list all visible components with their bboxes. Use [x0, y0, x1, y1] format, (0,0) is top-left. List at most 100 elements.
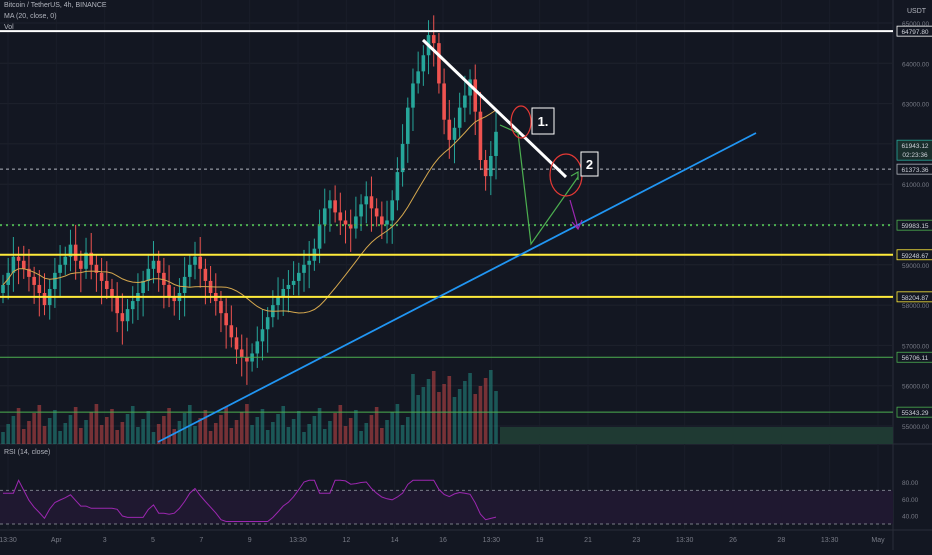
- volume-bar: [172, 429, 177, 444]
- candle-body: [421, 55, 426, 72]
- ascending-trendline: [157, 132, 757, 443]
- volume-bar: [250, 425, 254, 444]
- price-tick-label: 55000.00: [902, 424, 929, 431]
- volume-bar: [354, 410, 358, 444]
- volume-bar: [291, 419, 296, 444]
- candle-body: [385, 220, 389, 225]
- candle-body: [239, 349, 244, 358]
- candle-body: [447, 119, 452, 140]
- time-tick-label: Apr: [51, 537, 63, 544]
- volume-bar: [281, 406, 286, 444]
- candle-body: [156, 260, 161, 273]
- volume-bar: [385, 420, 389, 444]
- volume-bar: [136, 427, 140, 444]
- volume-bar: [6, 424, 10, 444]
- volume-bar: [452, 397, 457, 444]
- volume-bar: [177, 421, 182, 444]
- candle-body: [115, 297, 119, 314]
- time-tick-label: 3: [103, 537, 107, 544]
- candle-body: [452, 127, 457, 140]
- volume-bar: [213, 423, 218, 444]
- last-price-box: [896, 139, 932, 161]
- candle-body: [73, 244, 78, 261]
- candle-body: [276, 297, 280, 306]
- currency-label: USDT: [907, 8, 927, 15]
- candle-body: [172, 297, 177, 302]
- volume-bar: [89, 412, 94, 444]
- level-label-box: [896, 25, 932, 37]
- rsi-band: [0, 490, 893, 524]
- volume-bar: [239, 412, 244, 444]
- volume-bar: [229, 428, 234, 444]
- volume-bar: [416, 395, 420, 444]
- candle-body: [42, 293, 47, 306]
- candle-body: [37, 284, 42, 294]
- volume-bar: [307, 424, 311, 444]
- time-tick-label: 16: [439, 537, 447, 544]
- time-tick-label: 26: [729, 537, 737, 544]
- volume-bar: [271, 422, 275, 444]
- candle-body: [27, 268, 31, 277]
- candle-body: [437, 43, 441, 84]
- volume-bar: [167, 408, 171, 444]
- volume-bar: [146, 411, 151, 444]
- level-label-box: [896, 219, 932, 231]
- time-tick-label: 13:30: [821, 537, 839, 544]
- candle-body: [322, 208, 327, 225]
- candle-body: [359, 204, 363, 217]
- volume-bar: [245, 404, 249, 444]
- annotation-label-2: 2: [586, 157, 593, 172]
- candle-body: [390, 200, 395, 221]
- volume-bar: [110, 409, 114, 444]
- volume-bar: [364, 423, 369, 444]
- volume-bar: [68, 415, 73, 444]
- candle-body: [395, 172, 400, 201]
- volume-bar: [302, 432, 306, 444]
- volume-bar: [426, 379, 431, 444]
- annotation-box-1: [531, 107, 555, 135]
- candle-body: [411, 83, 415, 108]
- candle-body: [63, 256, 68, 265]
- volume-bar: [328, 421, 332, 444]
- candle-body: [245, 357, 249, 362]
- volume-bar: [224, 407, 228, 444]
- time-tick-label: 9: [248, 537, 252, 544]
- rsi-tick-label: 80.00: [902, 480, 919, 487]
- volume-bar: [193, 426, 197, 444]
- candle-body: [219, 301, 223, 314]
- candle-body: [104, 280, 109, 289]
- time-tick-label: 23: [632, 537, 640, 544]
- volume-bar: [447, 376, 452, 444]
- volume-band: [500, 427, 893, 444]
- candle-body: [141, 280, 145, 294]
- volume-bar: [115, 430, 119, 444]
- volume-bar: [27, 421, 31, 444]
- projection-green-path: [499, 124, 579, 246]
- volume-bar: [312, 416, 317, 444]
- ma-legend: MA (20, close, 0): [4, 13, 57, 20]
- volume-bar: [208, 431, 213, 444]
- volume-bar: [374, 407, 379, 444]
- volume-bar: [421, 387, 426, 444]
- candle-body: [457, 107, 462, 128]
- volume-bar: [369, 415, 374, 444]
- volume-bar: [120, 422, 125, 444]
- candle-body: [317, 224, 322, 249]
- volume-bar: [58, 431, 62, 444]
- candle-body: [494, 131, 498, 156]
- highlight-circle-1: [510, 105, 532, 139]
- candle-body: [281, 288, 286, 298]
- volume-bar: [198, 418, 202, 444]
- volume-bar: [297, 411, 301, 444]
- time-tick-label: 13:30: [483, 537, 501, 544]
- time-tick-label: 13:30: [676, 537, 694, 544]
- candle-body: [380, 216, 384, 225]
- projection-purple-arrow: [569, 199, 579, 229]
- volume-bar: [317, 408, 322, 444]
- candle-body: [348, 224, 353, 229]
- time-tick-label: 5: [151, 537, 155, 544]
- candle-body: [234, 337, 239, 350]
- volume-bar: [255, 417, 260, 444]
- level-label-box: [896, 291, 932, 303]
